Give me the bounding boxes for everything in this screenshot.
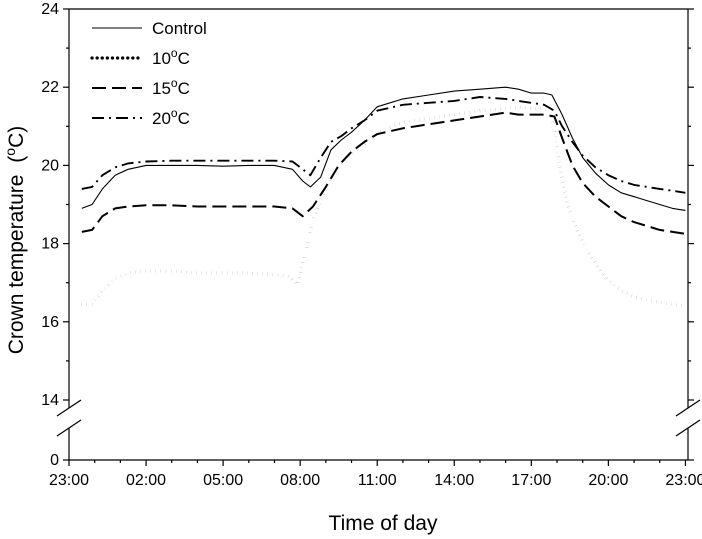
y-tick-label: 22	[41, 79, 59, 96]
y-axis-title-unit: (	[5, 156, 28, 163]
x-tick-label: 11:00	[358, 472, 397, 489]
axis-break-mark-right-lower	[675, 419, 701, 437]
y-tick-label: 16	[41, 314, 59, 331]
y-axis-title-main: Crown temperature	[5, 175, 28, 355]
series-line-solid	[81, 86, 686, 211]
series-line-dashed	[81, 111, 686, 235]
x-tick-label: 02:00	[126, 472, 166, 489]
y-axis-title: Crown temperature (oC)	[2, 126, 28, 355]
x-tick-label: 20:00	[588, 472, 628, 489]
series-line-dotted	[81, 105, 686, 308]
legend-label: 10oC	[152, 46, 190, 68]
svg-text:Crown temperature (oC): Crown temperature (oC)	[2, 126, 28, 355]
legend-label: Control	[152, 19, 207, 38]
y-tick-label: 0	[50, 452, 59, 469]
y-tick-label: 20	[41, 157, 59, 174]
legend-label: 20oC	[152, 106, 190, 128]
x-tick-label: 05:00	[203, 472, 243, 489]
y-tick-label: 24	[41, 1, 59, 18]
series-lines	[81, 86, 686, 308]
ticks: 0 14 16 18 20 22 24 23:00 02:00 05:00 08:00 11:00 14…	[41, 1, 702, 489]
y-tick-label: 14	[41, 392, 59, 409]
legend: Control 10oC 15oC 20oC	[90, 19, 207, 128]
x-axis-title: Time of day	[329, 512, 438, 535]
axis-break-mark-right-upper	[675, 399, 701, 417]
axes	[56, 8, 701, 461]
axis-break-mark-left-upper	[56, 399, 82, 417]
x-tick-label: 23:00	[665, 472, 702, 489]
x-tick-label: 17:00	[511, 472, 551, 489]
x-tick-label: 23:00	[49, 472, 89, 489]
x-tick-label: 08:00	[280, 472, 320, 489]
y-tick-label: 18	[41, 236, 59, 253]
legend-label: 15oC	[152, 76, 190, 98]
x-tick-label: 14:00	[434, 472, 474, 489]
axis-break-mark-left-lower	[56, 419, 82, 437]
